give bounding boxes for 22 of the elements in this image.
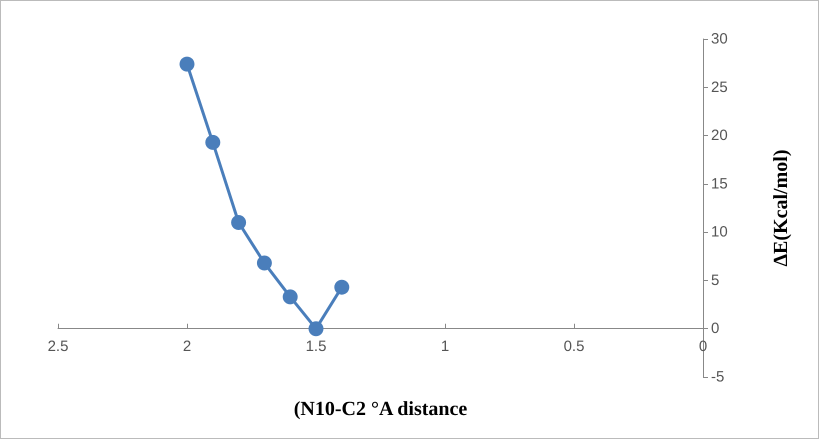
x-tick-label: 1 bbox=[440, 338, 450, 355]
y-tick-label: 30 bbox=[711, 30, 728, 48]
y-tick-label: 20 bbox=[711, 127, 728, 144]
x-tick-label: 2 bbox=[182, 338, 192, 355]
x-tick-label: 0.5 bbox=[564, 338, 584, 355]
y-tick-label: 5 bbox=[711, 272, 720, 289]
x-axis-title: (N10-C2 °A distance bbox=[294, 398, 468, 420]
y-axis-title: ΔE(Kcal/mol) bbox=[770, 150, 792, 266]
point bbox=[308, 321, 324, 336]
y-tick-label: 0 bbox=[711, 320, 720, 338]
point bbox=[282, 289, 298, 304]
y-tick-label: 25 bbox=[711, 78, 728, 96]
point bbox=[231, 214, 246, 230]
point bbox=[205, 134, 220, 150]
x-tick-label: 2.5 bbox=[48, 338, 68, 355]
y-tick-label: 10 bbox=[711, 224, 728, 241]
point bbox=[334, 280, 350, 295]
point bbox=[180, 56, 194, 72]
x-tick-label: 1.5 bbox=[306, 338, 326, 355]
y-tick-label: 15 bbox=[711, 175, 728, 192]
y-tick-label: -5 bbox=[711, 368, 724, 386]
point bbox=[256, 256, 272, 271]
